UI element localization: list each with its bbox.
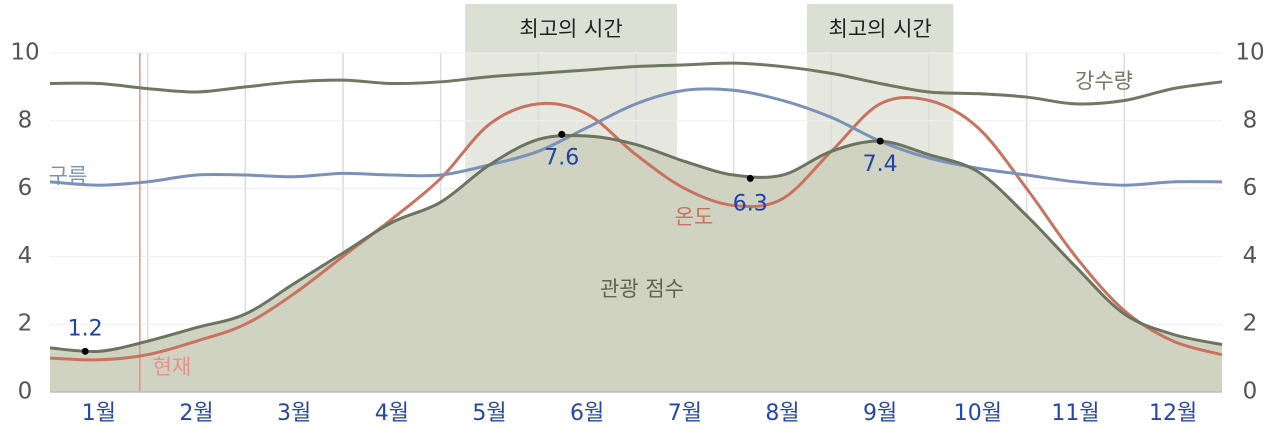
score-area <box>50 135 1222 393</box>
y2-tick-label: 6 <box>1243 175 1258 201</box>
x-tick-label: 12월 <box>1149 401 1197 426</box>
series-line <box>49 133 1223 354</box>
y2-tick-label: 8 <box>1243 107 1258 133</box>
annotation-label: 1.2 <box>68 316 103 341</box>
annotation-dot <box>81 347 89 355</box>
y2-tick-label: 2 <box>1243 311 1258 337</box>
series-label: 강수량 <box>1075 69 1133 93</box>
y2-tick-label: 0 <box>1243 379 1258 405</box>
series-label: 온도 <box>675 205 714 229</box>
current-label: 현재 <box>153 355 192 379</box>
y-tick-label: 6 <box>18 175 33 201</box>
series-line <box>49 61 1223 106</box>
y-tick-label: 8 <box>18 107 33 133</box>
x-tick-label: 8월 <box>765 401 799 426</box>
x-tick-label: 5월 <box>472 401 506 426</box>
x-tick-label: 1월 <box>82 401 116 426</box>
highlight-label: 최고의 시간 <box>829 17 932 41</box>
y2-tick-label: 10 <box>1235 40 1264 66</box>
x-tick-label: 6월 <box>570 401 604 426</box>
y-tick-label: 2 <box>18 311 33 337</box>
y-tick-label: 10 <box>10 40 39 66</box>
y2-tick-label: 4 <box>1243 243 1258 269</box>
x-tick-label: 10월 <box>954 401 1002 426</box>
annotation-dot <box>876 137 884 145</box>
x-tick-label: 2월 <box>179 401 213 426</box>
x-tick-label: 4월 <box>375 401 409 426</box>
annotation-dot <box>558 130 566 138</box>
series-label: 구름 <box>49 164 88 188</box>
annotation-dot <box>746 174 754 182</box>
x-tick-label: 11월 <box>1051 401 1099 426</box>
annotation-label: 7.4 <box>863 152 898 177</box>
highlight-header <box>806 4 954 53</box>
y-tick-label: 4 <box>18 243 33 269</box>
series-line <box>49 95 1223 362</box>
annotation-label: 7.6 <box>544 145 579 170</box>
highlight-label: 최고의 시간 <box>519 17 622 41</box>
x-tick-label: 9월 <box>863 401 897 426</box>
y-tick-label: 0 <box>18 379 33 405</box>
x-tick-label: 7월 <box>668 401 702 426</box>
series-label: 관광 점수 <box>600 277 684 301</box>
x-tick-label: 3월 <box>277 401 311 426</box>
annotation-label: 6.3 <box>733 191 768 216</box>
highlight-header <box>465 4 678 53</box>
series-line <box>49 87 1223 187</box>
